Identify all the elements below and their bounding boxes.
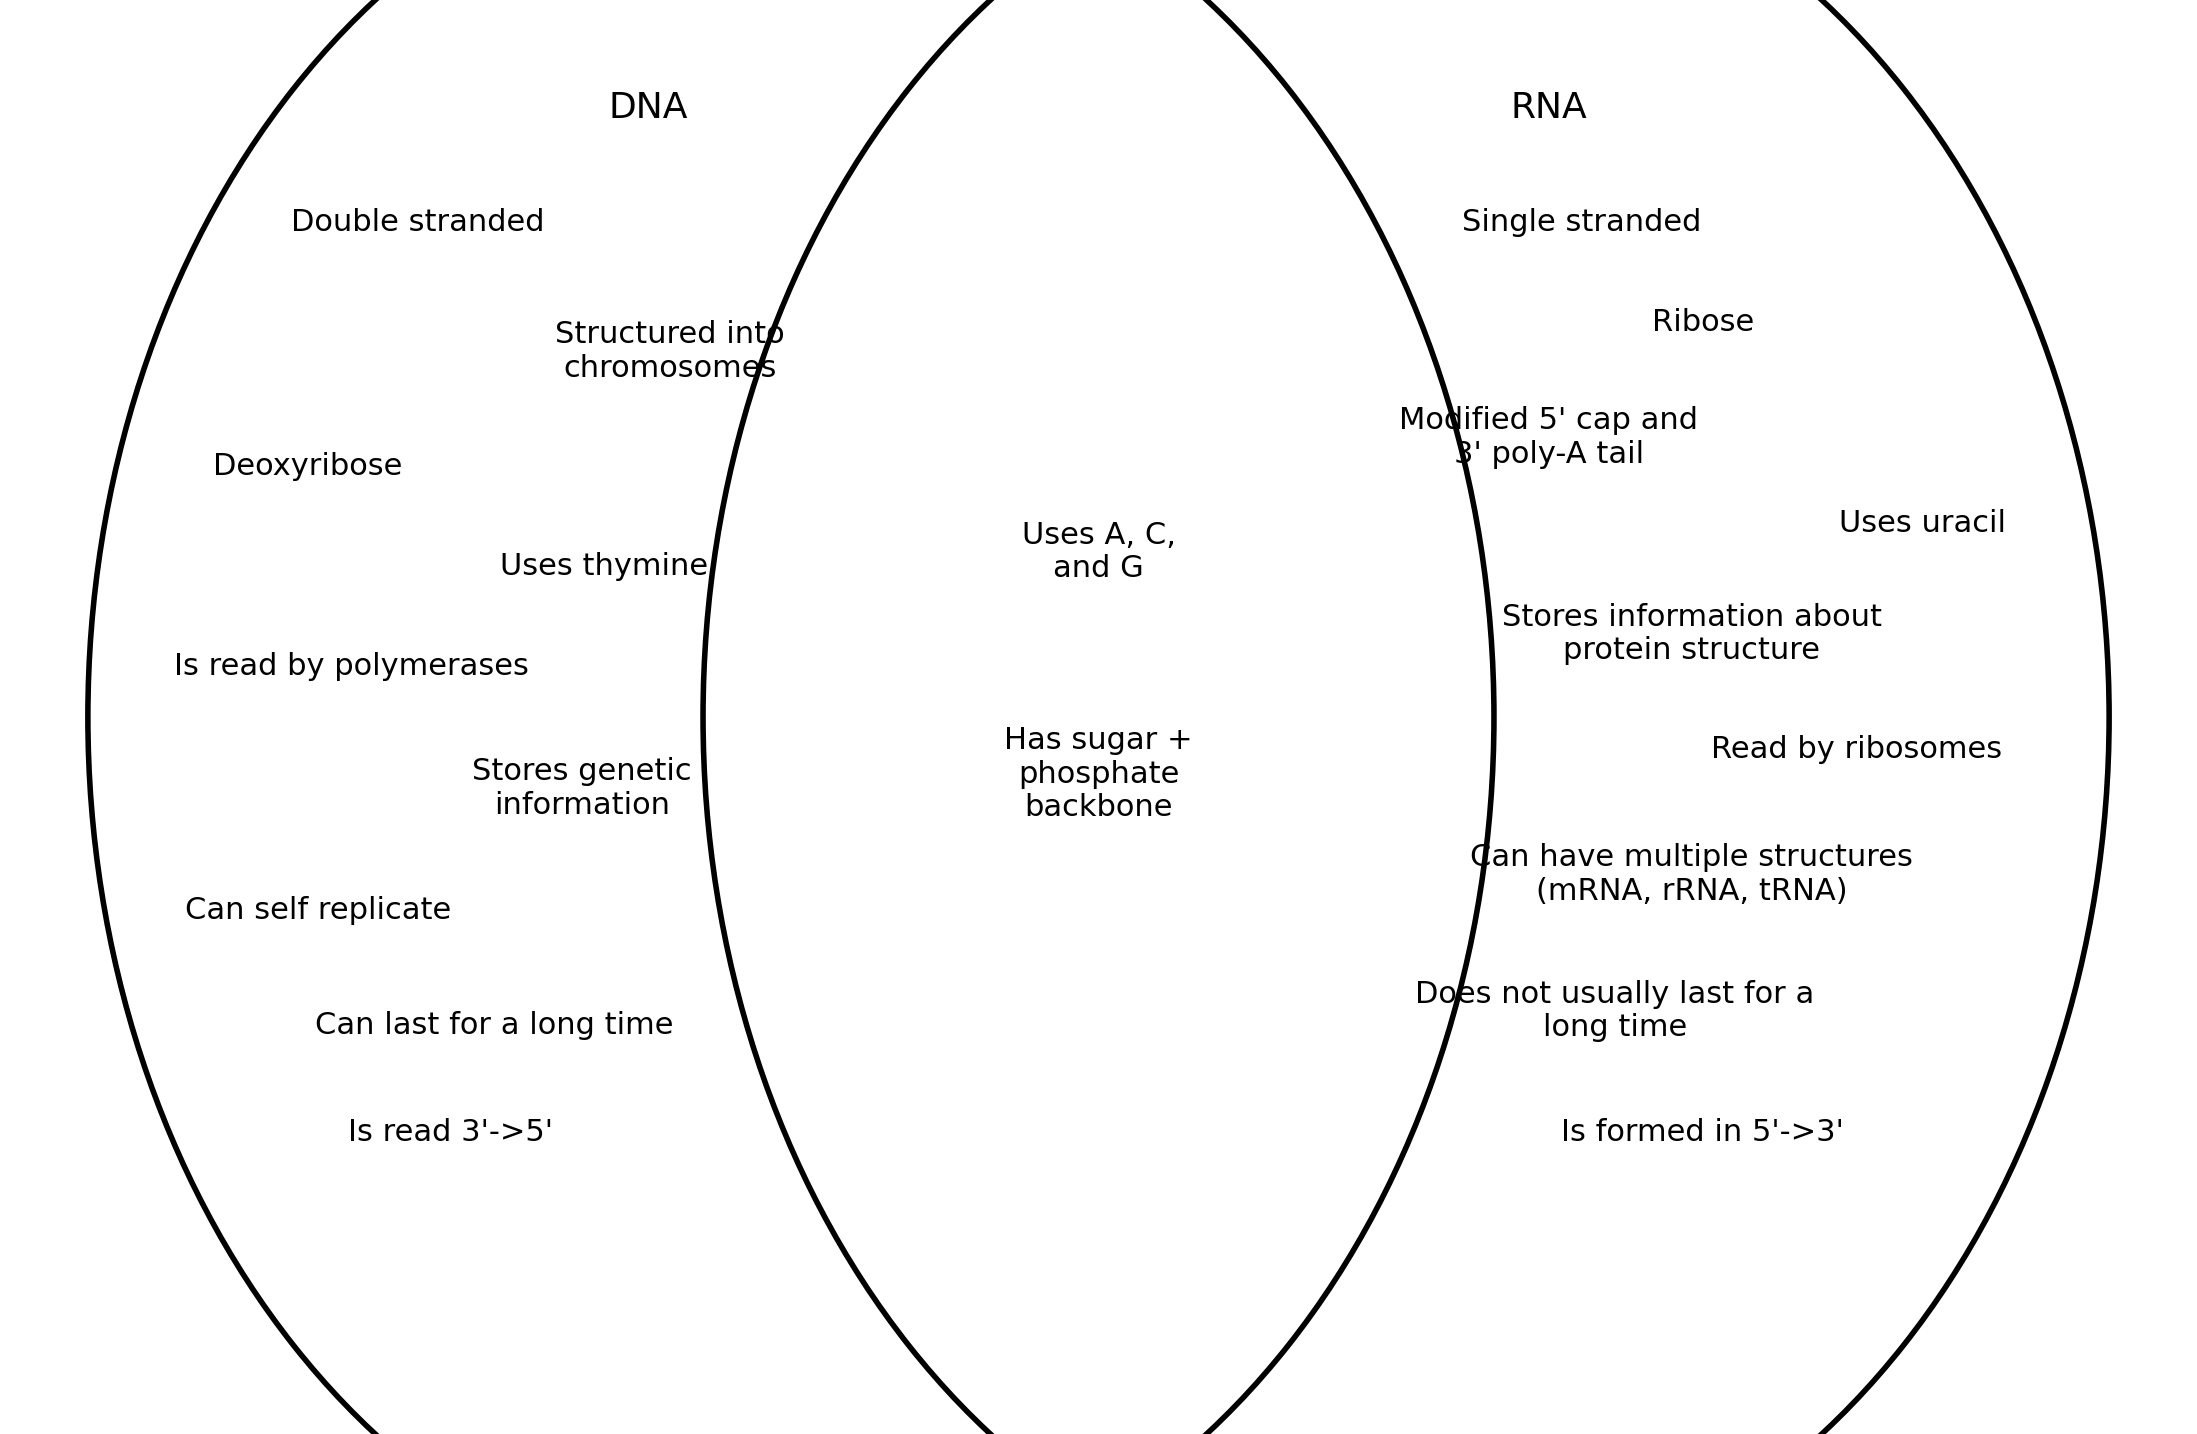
Text: Can last for a long time: Can last for a long time	[314, 1011, 674, 1040]
Text: Has sugar +
phosphate
backbone: Has sugar + phosphate backbone	[1004, 726, 1193, 823]
Text: Is formed in 5'->3': Is formed in 5'->3'	[1562, 1119, 1843, 1147]
Text: Single stranded: Single stranded	[1463, 208, 1700, 237]
Text: Stores genetic
information: Stores genetic information	[472, 757, 692, 820]
Text: Modified 5' cap and
3' poly-A tail: Modified 5' cap and 3' poly-A tail	[1399, 406, 1698, 469]
Text: Deoxyribose: Deoxyribose	[213, 452, 402, 480]
Text: RNA: RNA	[1512, 90, 1586, 125]
Text: Can self replicate: Can self replicate	[185, 896, 453, 925]
Text: Read by ribosomes: Read by ribosomes	[1711, 736, 2001, 764]
Text: Is read by polymerases: Is read by polymerases	[174, 652, 529, 681]
Text: Uses thymine: Uses thymine	[501, 552, 707, 581]
Text: Double stranded: Double stranded	[290, 208, 545, 237]
Text: Can have multiple structures
(mRNA, rRNA, tRNA): Can have multiple structures (mRNA, rRNA…	[1470, 843, 1914, 906]
Text: Stores information about
protein structure: Stores information about protein structu…	[1503, 602, 1881, 665]
Text: Does not usually last for a
long time: Does not usually last for a long time	[1415, 979, 1815, 1043]
Text: Is read 3'->5': Is read 3'->5'	[347, 1119, 554, 1147]
Text: Uses uracil: Uses uracil	[1839, 509, 2006, 538]
Text: DNA: DNA	[609, 90, 688, 125]
Text: Uses A, C,
and G: Uses A, C, and G	[1022, 521, 1175, 584]
Text: Structured into
chromosomes: Structured into chromosomes	[556, 320, 784, 383]
Text: Ribose: Ribose	[1652, 308, 1753, 337]
